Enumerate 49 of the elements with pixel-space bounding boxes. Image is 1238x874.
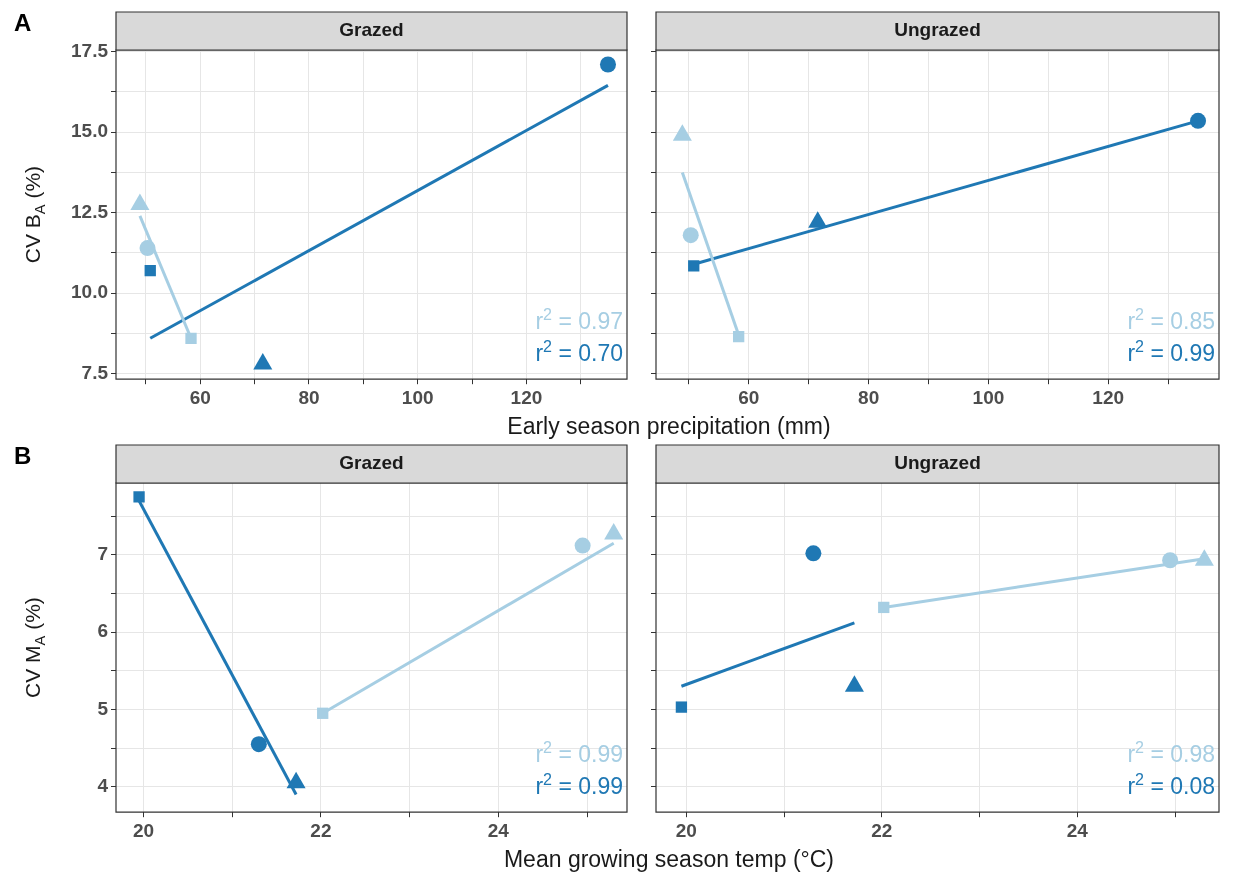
y-tick-label: 17.5 (71, 39, 109, 61)
x-tick-label: 24 (487, 819, 510, 841)
y-tick-label: 15.0 (71, 120, 108, 142)
point (144, 264, 156, 277)
x-tick-label: 22 (871, 819, 893, 841)
y-tick-label: 4 (97, 774, 109, 796)
x-tick-label: 20 (675, 819, 697, 841)
x-tick-label: 100 (972, 386, 1005, 408)
point (675, 701, 688, 713)
x-tick-label: 60 (189, 386, 211, 408)
y-tick-label: 10.0 (71, 281, 108, 303)
x-tick-label: 120 (1092, 386, 1125, 408)
y-tick-label: 6 (97, 620, 108, 642)
x-tick-label: 120 (510, 386, 543, 408)
point (682, 227, 699, 244)
point (733, 331, 745, 343)
point (878, 601, 890, 614)
x-tick-label: 22 (310, 819, 332, 841)
x-tick-label: 100 (401, 386, 434, 408)
point (133, 491, 145, 503)
x-tick-label: 20 (132, 819, 155, 841)
x-axis-title: Mean growing season temp (°C) (503, 846, 835, 872)
y-tick-label: 5 (97, 697, 109, 719)
chart-title: Grazed (339, 19, 404, 41)
chart-subtitle: A (14, 8, 32, 36)
x-tick-label: 80 (858, 386, 880, 408)
x-tick-label: 24 (1066, 819, 1089, 841)
point (805, 545, 822, 562)
y-axis-title: CV BA (%) (21, 165, 49, 264)
y-tick-label: 12.5 (71, 200, 109, 222)
point (185, 332, 197, 344)
point (139, 240, 156, 257)
point (317, 707, 329, 719)
x-tick-label: 60 (738, 386, 760, 408)
point (250, 736, 267, 753)
y-tick-label: 7.5 (81, 361, 109, 383)
y-tick-label: 7 (97, 543, 108, 565)
chart-title: Grazed (339, 452, 404, 474)
x-axis-title: Early season precipitation (mm) (507, 413, 831, 439)
point (688, 260, 700, 272)
point (599, 56, 616, 73)
point (574, 537, 591, 554)
point (1190, 112, 1207, 129)
chart-title: Ungrazed (894, 19, 981, 41)
chart-subtitle: B (14, 441, 32, 469)
chart-title: Ungrazed (894, 452, 981, 474)
x-tick-label: 80 (298, 386, 320, 408)
point (1162, 552, 1179, 569)
y-axis-title: CV MA (%) (21, 597, 49, 698)
